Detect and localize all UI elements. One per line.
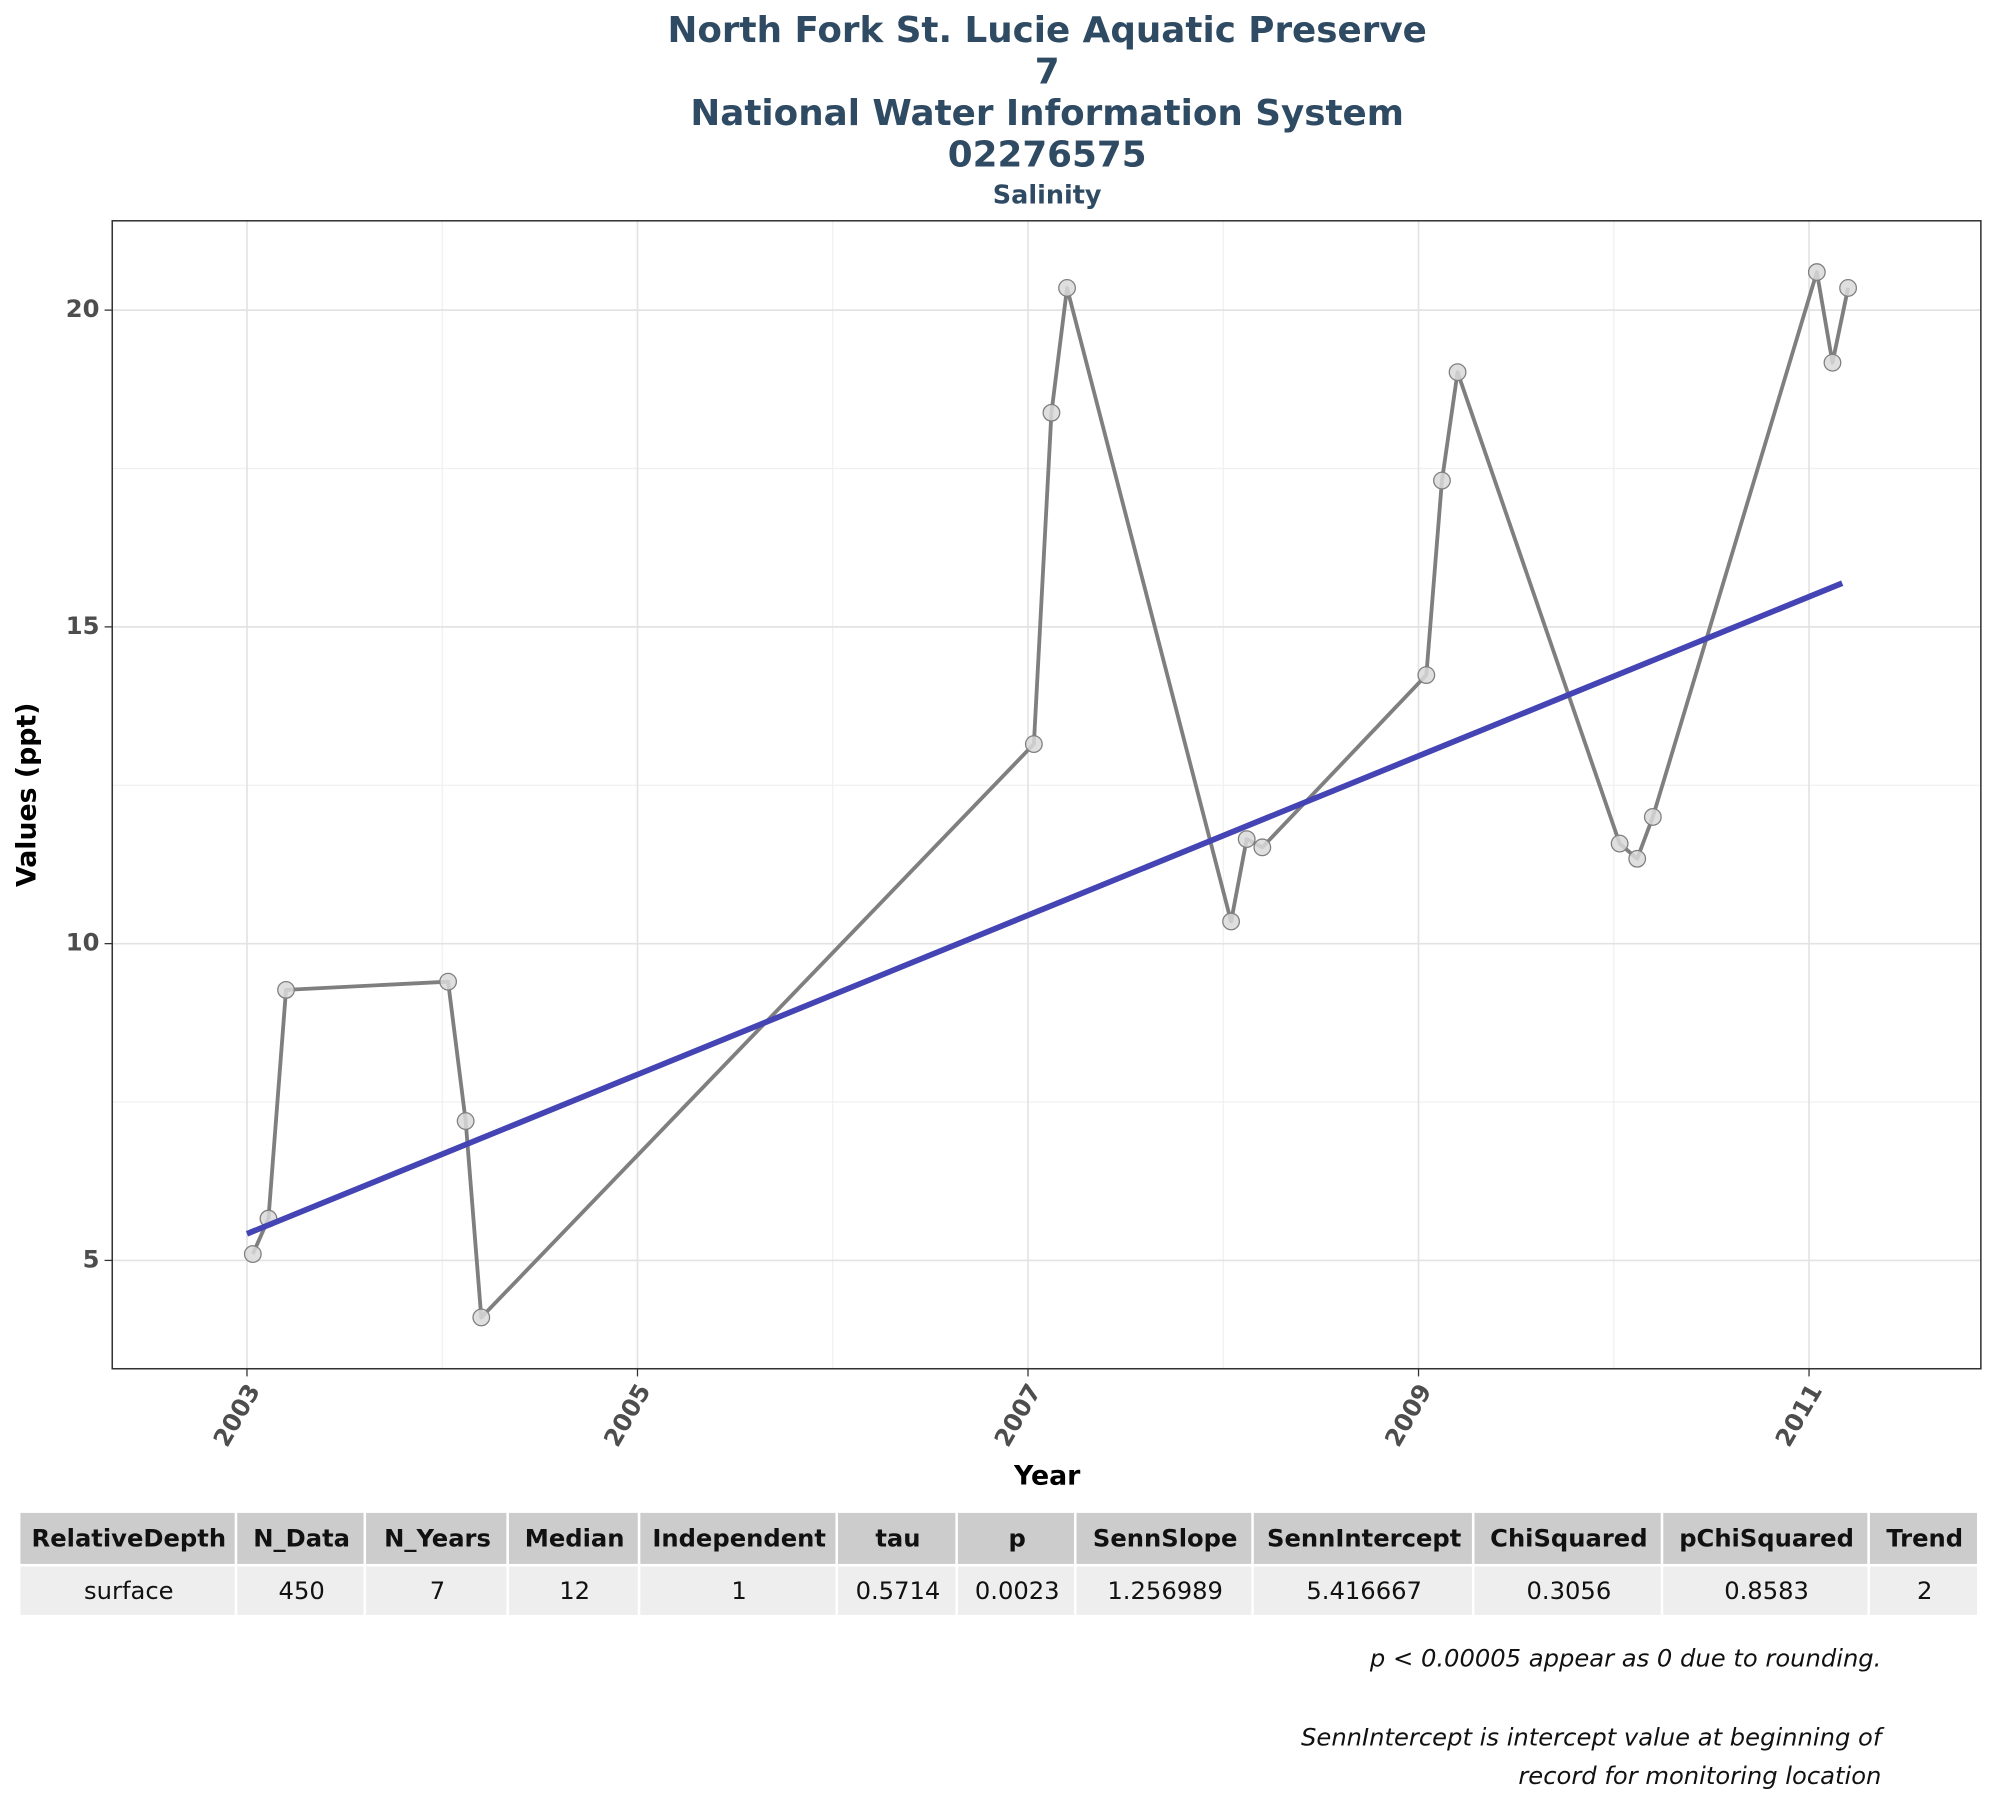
table-value: 7 (430, 1577, 445, 1605)
table-header-cell (838, 1512, 956, 1564)
x-axis-label: Year (1013, 1461, 1081, 1492)
table-header-cell (1253, 1512, 1472, 1564)
chart-title: North Fork St. Lucie Aquatic Preserve (668, 10, 1427, 51)
data-point (1823, 353, 1842, 372)
data-point (1610, 834, 1629, 853)
table-value: 1.256989 (1107, 1577, 1223, 1605)
data-point (1417, 666, 1436, 684)
chart-title: 7 (1035, 51, 1060, 92)
table-cell (1474, 1566, 1661, 1615)
table-value: 5.416667 (1306, 1577, 1422, 1605)
table-header-cell (957, 1512, 1074, 1564)
table-value: 0.8583 (1724, 1577, 1809, 1605)
data-point (243, 1245, 262, 1264)
table-value: 0.3056 (1527, 1577, 1612, 1605)
y-axis-label: Values (ppt) (12, 703, 43, 888)
plot-border (111, 220, 1982, 1370)
table-header: ChiSquared (1490, 1525, 1647, 1553)
table-header-cell (1076, 1512, 1252, 1564)
table-cell (957, 1566, 1074, 1615)
table-header-cell (508, 1512, 638, 1564)
table-value: 12 (559, 1577, 590, 1605)
x-tick-label: 2011 (1770, 1379, 1828, 1451)
footnote: SennIntercept is intercept value at begi… (1301, 1724, 1885, 1752)
table-cell (20, 1566, 235, 1615)
chart-title: National Water Information System (690, 93, 1404, 134)
table-header: N_Years (384, 1525, 491, 1553)
table-header-cell (366, 1512, 507, 1564)
table-header: N_Data (253, 1525, 350, 1553)
table-cell (237, 1566, 364, 1615)
table-header-cell (237, 1512, 364, 1564)
table-header: Trend (1886, 1525, 1963, 1553)
x-tick-label: 2003 (208, 1379, 266, 1451)
trend-line (245, 580, 1844, 1237)
data-point (1042, 403, 1061, 422)
table-value: 450 (279, 1577, 325, 1605)
table-cell (366, 1566, 507, 1615)
data-point (1237, 830, 1256, 849)
table-value: 0.5714 (856, 1577, 941, 1605)
y-tick-label: 5 (83, 1245, 100, 1273)
table-header: SennSlope (1093, 1525, 1238, 1553)
table-cell (1076, 1566, 1252, 1615)
table-value: 1 (731, 1577, 746, 1605)
table-cell (838, 1566, 956, 1615)
data-point (456, 1112, 475, 1130)
chart-subtitle: Salinity (993, 181, 1102, 211)
data-point (1024, 735, 1043, 754)
data-point (277, 980, 295, 999)
data-point (472, 1308, 491, 1327)
footnote: p < 0.00005 appear as 0 due to rounding. (1369, 1645, 1881, 1673)
data-point (1448, 363, 1467, 382)
table-cell (1663, 1566, 1868, 1615)
table-header-cell (1663, 1512, 1868, 1564)
table-cell (1253, 1566, 1472, 1615)
table-header: Independent (652, 1525, 826, 1553)
data-point (1253, 838, 1272, 857)
table-cell (1869, 1566, 1978, 1615)
footnote: record for monitoring location (1518, 1762, 1881, 1790)
table-header-cell (1474, 1512, 1661, 1564)
x-tick-label: 2009 (1379, 1379, 1437, 1451)
y-tick-label: 20 (66, 295, 100, 323)
table-header-cell (1869, 1512, 1978, 1564)
table-header: RelativeDepth (32, 1525, 226, 1553)
table-value: 0.0023 (975, 1577, 1060, 1605)
data-point (1643, 808, 1662, 826)
x-tick-label: 2005 (598, 1379, 656, 1451)
data-point (1628, 849, 1647, 868)
table-header: p (1009, 1525, 1026, 1553)
table-cell (640, 1566, 836, 1615)
table-cell (508, 1566, 638, 1615)
table-header: tau (875, 1525, 920, 1553)
stats-table: RelativeDepth N_Data N_Years Median Independ… (20, 1512, 1978, 1615)
x-tick-label: 2007 (989, 1379, 1047, 1451)
data-point (1058, 279, 1076, 297)
y-tick-label: 10 (66, 929, 100, 957)
data-point (1839, 279, 1858, 297)
table-header-cell (640, 1512, 836, 1564)
data-point (1222, 912, 1241, 931)
table-header: pChiSquared (1679, 1525, 1854, 1553)
data-point (439, 972, 458, 991)
table-header: SennIntercept (1267, 1525, 1462, 1553)
table-header-cell (20, 1512, 235, 1564)
data-line (251, 270, 1850, 1320)
y-tick-label: 15 (66, 612, 100, 640)
table-value: 2 (1917, 1577, 1932, 1605)
table-value: surface (84, 1577, 174, 1605)
data-point (1433, 471, 1451, 490)
chart-title: 02276575 (948, 134, 1147, 175)
table-header: Median (525, 1525, 625, 1553)
data-point (1807, 263, 1826, 282)
